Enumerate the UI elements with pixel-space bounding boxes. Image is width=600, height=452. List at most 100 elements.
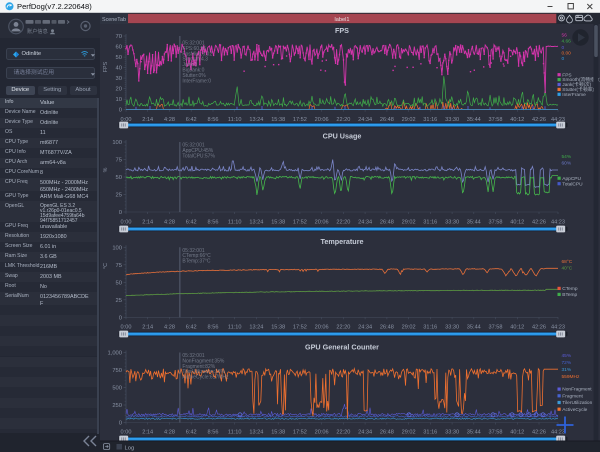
svg-text:100: 100: [112, 140, 122, 146]
svg-text:2:14: 2:14: [142, 117, 153, 123]
svg-text:Stutter(卡顿率): Stutter(卡顿率): [562, 86, 594, 93]
svg-text:40: 40: [116, 66, 122, 72]
svg-text:17:52: 17:52: [293, 220, 307, 226]
svg-text:Jank:0: Jank:0: [182, 62, 197, 68]
svg-text:FPS: FPS: [335, 26, 349, 35]
svg-text:15:38: 15:38: [271, 429, 285, 435]
svg-text:10: 10: [116, 97, 122, 103]
svg-text:0.00: 0.00: [562, 50, 572, 56]
svg-text:1,000: 1,000: [107, 351, 122, 357]
svg-text:40°C: 40°C: [562, 266, 573, 272]
svg-text:Fragment: Fragment: [562, 393, 583, 399]
svg-text:42:26: 42:26: [532, 429, 546, 435]
svg-text:60: 60: [116, 45, 122, 51]
svg-text:8:56: 8:56: [208, 429, 219, 435]
svg-text:0: 0: [562, 56, 565, 62]
svg-text:账户信息: 账户信息: [27, 27, 48, 35]
svg-text:8:56: 8:56: [208, 220, 219, 226]
svg-text:31:16: 31:16: [423, 429, 437, 435]
svg-text:11:10: 11:10: [228, 117, 242, 123]
svg-text:60%: 60%: [562, 161, 572, 167]
svg-text:20: 20: [116, 87, 122, 93]
svg-text:6:42: 6:42: [186, 220, 197, 226]
svg-text:750: 750: [112, 368, 122, 374]
svg-text:29:02: 29:02: [402, 429, 416, 435]
svg-text:30: 30: [116, 76, 122, 82]
svg-text:31:16: 31:16: [423, 220, 437, 226]
svg-text:0: 0: [119, 210, 122, 216]
svg-text:0: 0: [562, 45, 565, 51]
svg-text:20:06: 20:06: [315, 117, 329, 123]
svg-text:13:24: 13:24: [249, 429, 263, 435]
svg-text:68°C: 68°C: [562, 259, 573, 265]
svg-text:35:44: 35:44: [467, 325, 481, 331]
svg-text:45%: 45%: [562, 353, 572, 359]
svg-text:50: 50: [116, 55, 122, 61]
svg-text:BTemp:37°C: BTemp:37°C: [182, 259, 211, 265]
svg-text:Fragment:82%: Fragment:82%: [182, 364, 215, 370]
svg-text:26:48: 26:48: [380, 220, 394, 226]
svg-text:26:48: 26:48: [380, 325, 394, 331]
svg-text:37:58: 37:58: [489, 117, 503, 123]
svg-text:35:44: 35:44: [467, 220, 481, 226]
svg-text:InterFrame: InterFrame: [562, 92, 586, 98]
svg-text:56: 56: [562, 33, 568, 39]
svg-text:Log: Log: [125, 445, 135, 451]
svg-text:24:34: 24:34: [358, 117, 372, 123]
svg-text:37:58: 37:58: [489, 325, 503, 331]
svg-text:100: 100: [112, 245, 122, 251]
svg-text:Smooth:4.3: Smooth:4.3: [182, 57, 208, 63]
svg-text:05:32:001: 05:32:001: [182, 143, 204, 149]
svg-text:72%: 72%: [562, 360, 572, 366]
svg-text:33:30: 33:30: [445, 325, 459, 331]
svg-text:37:58: 37:58: [489, 429, 503, 435]
svg-text:11:10: 11:10: [228, 220, 242, 226]
svg-text:0: 0: [119, 421, 122, 427]
svg-text:33:30: 33:30: [445, 117, 459, 123]
svg-text:35:44: 35:44: [467, 429, 481, 435]
svg-text:37:58: 37:58: [489, 220, 503, 226]
svg-text:70: 70: [116, 34, 122, 40]
svg-text:75: 75: [116, 158, 122, 164]
svg-text:8:56: 8:56: [208, 117, 219, 123]
svg-text:26:48: 26:48: [380, 117, 394, 123]
svg-text:TilerUtilization: TilerUtilization: [562, 400, 592, 406]
svg-text:0: 0: [119, 315, 122, 321]
svg-text:TilerUtilization:18%: TilerUtilization:18%: [182, 369, 225, 375]
svg-text:%: %: [103, 167, 109, 172]
svg-text:22:20: 22:20: [336, 220, 350, 226]
svg-text:25: 25: [116, 298, 122, 304]
svg-text:Smooth(流畅指数): Smooth(流畅指数): [562, 76, 600, 83]
svg-text:2:14: 2:14: [142, 429, 153, 435]
svg-text:40:12: 40:12: [510, 220, 524, 226]
svg-text:40:12: 40:12: [510, 429, 524, 435]
svg-text:50: 50: [116, 280, 122, 286]
svg-text:44:23: 44:23: [551, 429, 565, 435]
svg-text:0:00: 0:00: [121, 429, 132, 435]
svg-text:13:24: 13:24: [249, 220, 263, 226]
svg-text:FPS: FPS: [103, 61, 109, 72]
svg-text:0:00: 0:00: [121, 325, 132, 331]
svg-text:0:00: 0:00: [121, 220, 132, 226]
svg-text:500: 500: [112, 386, 122, 392]
svg-text:250: 250: [112, 403, 122, 409]
svg-text:AppCPU: AppCPU: [562, 176, 581, 182]
svg-text:6:42: 6:42: [186, 117, 197, 123]
svg-text:11:10: 11:10: [228, 429, 242, 435]
svg-text:6:42: 6:42: [186, 325, 197, 331]
svg-text:°C: °C: [103, 263, 109, 269]
svg-text:SceneTab: SceneTab: [102, 17, 126, 23]
svg-text:4:28: 4:28: [164, 117, 175, 123]
svg-text:6:42: 6:42: [186, 429, 197, 435]
svg-text:15:38: 15:38: [271, 117, 285, 123]
svg-text:54%: 54%: [562, 154, 572, 160]
svg-text:33:30: 33:30: [445, 429, 459, 435]
svg-text:Temperature: Temperature: [320, 237, 363, 246]
svg-text:Jank(卡顿|次): Jank(卡顿|次): [562, 81, 591, 88]
svg-text:22:20: 22:20: [336, 325, 350, 331]
svg-text:29:02: 29:02: [402, 220, 416, 226]
svg-text:4:28: 4:28: [164, 429, 175, 435]
svg-text:BTemp: BTemp: [562, 292, 577, 298]
svg-text:4.66: 4.66: [562, 39, 572, 45]
svg-text:17:52: 17:52: [293, 429, 307, 435]
